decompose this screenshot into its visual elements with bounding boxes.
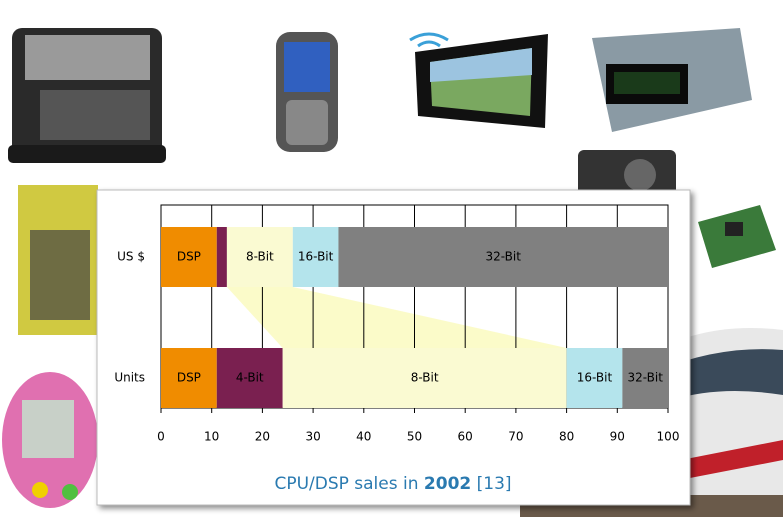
y-tick-label: Units bbox=[114, 371, 145, 385]
bar-segment bbox=[292, 227, 339, 287]
tamagotchi bbox=[2, 372, 98, 508]
x-tick-label: 20 bbox=[255, 430, 270, 444]
lego-robot bbox=[18, 185, 98, 335]
caption: CPU/DSP sales in 2002 [13] bbox=[274, 474, 511, 494]
bar-segment bbox=[216, 348, 283, 408]
x-tick-label: 70 bbox=[508, 430, 523, 444]
x-tick-label: 30 bbox=[305, 430, 320, 444]
coffee-machine bbox=[8, 28, 166, 163]
phone bbox=[276, 32, 338, 152]
caption-year: 2002 bbox=[424, 474, 471, 494]
bar-segment bbox=[282, 348, 567, 408]
x-tick-label: 40 bbox=[356, 430, 371, 444]
segment-label: DSP bbox=[177, 250, 201, 264]
segment-label: 4-Bit bbox=[236, 371, 264, 385]
camera bbox=[578, 150, 676, 195]
highlight-band bbox=[226, 287, 567, 348]
x-tick-label: 60 bbox=[458, 430, 473, 444]
clock-radio bbox=[592, 28, 752, 132]
bar-segment bbox=[566, 348, 623, 408]
bar-segment bbox=[338, 227, 668, 287]
bar-segment bbox=[161, 348, 217, 408]
plot: 0 10 20 30 40 50 60 70 80 90 100 US $ DSP 8-Bit 16-Bit… bbox=[114, 204, 680, 444]
bar-segment bbox=[216, 227, 227, 287]
x-tick-label: 100 bbox=[657, 430, 680, 444]
segment-label: 16-Bit bbox=[577, 371, 613, 385]
x-tick-label: 50 bbox=[407, 430, 422, 444]
y-tick-label: US $ bbox=[117, 250, 145, 264]
photo-frame bbox=[409, 32, 548, 128]
x-tick-label: 0 bbox=[157, 430, 165, 444]
x-tick-label: 10 bbox=[204, 430, 219, 444]
segment-label: 32-Bit bbox=[627, 371, 663, 385]
caption-text: CPU/DSP sales in bbox=[274, 474, 418, 494]
segment-label: 16-Bit bbox=[298, 250, 334, 264]
bar-segment bbox=[622, 348, 668, 408]
caption-ref: [13] bbox=[477, 474, 512, 494]
circuit-board bbox=[698, 205, 776, 268]
segment-label: 8-Bit bbox=[411, 371, 439, 385]
x-tick-label: 80 bbox=[559, 430, 574, 444]
bar-segment bbox=[226, 227, 293, 287]
segment-label: 8-Bit bbox=[246, 250, 274, 264]
segment-label: 32-Bit bbox=[485, 250, 521, 264]
x-tick-label: 90 bbox=[610, 430, 625, 444]
segment-label: DSP bbox=[177, 371, 201, 385]
bar-segment bbox=[161, 227, 217, 287]
